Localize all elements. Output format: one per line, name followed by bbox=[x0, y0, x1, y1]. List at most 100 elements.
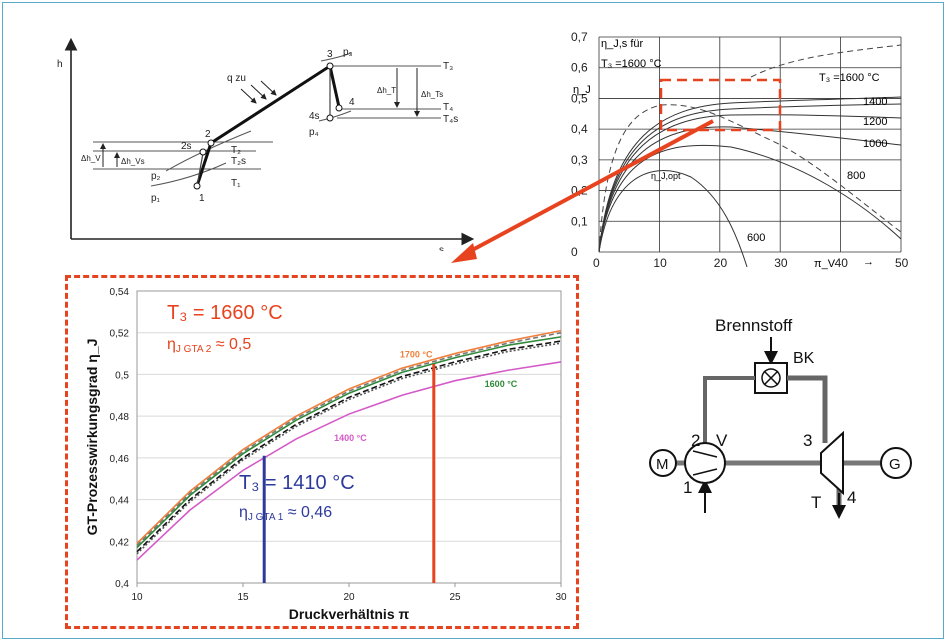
p1-label: p₁ bbox=[151, 193, 161, 204]
dh-v-label: Δh_V bbox=[81, 154, 101, 163]
eta-x-tick: 40 bbox=[835, 256, 849, 270]
axis-arrow: → bbox=[863, 256, 874, 268]
p4-label: p₄ bbox=[309, 127, 319, 138]
curve-1200 bbox=[598, 114, 902, 253]
point-4-label: 4 bbox=[349, 97, 355, 108]
curve-1400 bbox=[598, 103, 902, 253]
point-3-label: 3 bbox=[327, 49, 333, 60]
series-line-4 bbox=[136, 342, 562, 555]
zoom-box bbox=[659, 78, 782, 132]
curve-label-1400: 1400 bbox=[863, 96, 887, 108]
compressor-icon bbox=[684, 442, 726, 484]
series-line-0 bbox=[136, 329, 562, 544]
s-axis-label: s bbox=[439, 245, 444, 251]
series-label: 1400 °C bbox=[334, 433, 367, 443]
point-1-label: 1 bbox=[199, 193, 205, 204]
motor-icon bbox=[649, 449, 677, 477]
generator-label: G bbox=[889, 456, 901, 473]
t4-label: T₄ bbox=[443, 102, 453, 113]
x-tick-label: 10 bbox=[131, 592, 143, 603]
compressor-label: V bbox=[716, 431, 728, 450]
point-4-marker bbox=[335, 104, 343, 112]
series-line-5 bbox=[136, 361, 562, 561]
y-tick-label: 0,54 bbox=[110, 287, 130, 298]
motor-label: M bbox=[656, 456, 669, 473]
pi-v-axis-label: π_V bbox=[814, 258, 836, 270]
p3-label: p₃ bbox=[343, 47, 353, 58]
eta-x-tick: 30 bbox=[774, 256, 788, 270]
zoom-arrow-head bbox=[451, 243, 477, 263]
point-4s-label: 4s bbox=[309, 111, 320, 122]
curve-label-600: 600 bbox=[747, 232, 765, 244]
x-tick-label: 25 bbox=[449, 592, 461, 603]
x-tick-label: 30 bbox=[555, 592, 567, 603]
generator-icon bbox=[880, 447, 912, 479]
node-4-label: 4 bbox=[847, 488, 856, 507]
t4s-label: T₄s bbox=[443, 114, 458, 125]
zoom-panel bbox=[65, 275, 579, 629]
turbine-label: T bbox=[811, 493, 821, 512]
h-axis-label: h bbox=[57, 59, 63, 70]
point-2-label: 2 bbox=[205, 129, 211, 140]
eta-y-tick: 0,3 bbox=[571, 153, 588, 167]
eta-x-tick: 20 bbox=[714, 256, 728, 270]
curve-eta-opt bbox=[598, 104, 902, 253]
eta-y-tick: 0 bbox=[571, 245, 578, 259]
y-tick-label: 0,42 bbox=[110, 537, 130, 548]
dh-t-label: Δh_T bbox=[377, 86, 396, 95]
series-label: 1700 °C bbox=[400, 350, 433, 360]
eta-x-tick: 0 bbox=[593, 256, 600, 270]
annotation-blue-line1: T₃ = 1410 °C bbox=[239, 472, 355, 494]
curve-600 bbox=[598, 170, 748, 268]
curve-label-1600: T₃ =1600 °C bbox=[819, 72, 880, 84]
eta-y-tick: 0,5 bbox=[571, 91, 588, 105]
point-2-marker bbox=[207, 139, 215, 147]
y-tick-label: 0,46 bbox=[110, 454, 130, 465]
curve-eta-js bbox=[750, 44, 902, 78]
annotation-red-line2: ηJ GTA 2 ≈ 0,5 bbox=[167, 336, 251, 355]
eta-y-tick: 0,4 bbox=[571, 122, 588, 136]
curve-label-1000: 1000 bbox=[863, 138, 887, 150]
zoom-arrow-line bbox=[462, 119, 714, 257]
y-tick-label: 0,44 bbox=[110, 496, 130, 507]
dh-ts-label: Δh_Ts bbox=[421, 90, 443, 99]
series-line-1 bbox=[136, 331, 562, 547]
heat-label: q zu bbox=[227, 73, 246, 84]
t3-label: T₃ bbox=[443, 61, 453, 72]
y-axis-label: GT-Prozesswirkungsgrad η_J bbox=[84, 339, 100, 536]
isobar-p1 bbox=[150, 162, 227, 187]
hs-diagram: h s 1 2 2s 3 bbox=[57, 37, 475, 251]
series-line-3 bbox=[136, 340, 562, 553]
heat-arrow-1 bbox=[240, 88, 257, 104]
y-tick-label: 0,5 bbox=[115, 370, 129, 381]
dh-vs-label: Δh_Vs bbox=[121, 157, 145, 166]
curve-1000 bbox=[598, 126, 902, 253]
compressor-icon-blades bbox=[692, 450, 718, 476]
eta-y-tick: 0,7 bbox=[571, 30, 588, 44]
eta-opt-label: η_J,opt bbox=[651, 171, 681, 181]
legend-line-2: T₃ =1600 °C bbox=[601, 58, 662, 70]
duct-combustor-to-turbine bbox=[787, 375, 828, 443]
curve-label-800: 800 bbox=[847, 170, 865, 182]
point-2s-label: 2s bbox=[181, 141, 192, 152]
isobar-p4 bbox=[318, 110, 352, 122]
curve-label-1200: 1200 bbox=[863, 116, 887, 128]
turbine-icon bbox=[820, 430, 844, 496]
point-2s-marker bbox=[199, 148, 207, 156]
y-tick-label: 0,4 bbox=[115, 579, 129, 590]
x-axis-label: Druckverhältnis π bbox=[289, 606, 410, 622]
zoom-connector bbox=[451, 119, 714, 263]
eta-axis-label: η_J bbox=[573, 84, 591, 96]
eta-y-tick: 0,6 bbox=[571, 61, 588, 75]
point-1-marker bbox=[193, 182, 201, 190]
legend-line-1: η_J,s für bbox=[601, 38, 644, 50]
y-tick-label: 0,52 bbox=[110, 329, 130, 340]
zoomed-efficiency-chart: 0,4 0,42 0,44 0,46 0,48 0,5 0,52 0,54 10 15 20 25 30… bbox=[84, 287, 567, 622]
series-label: 1600 °C bbox=[485, 379, 518, 389]
point-4s-marker bbox=[326, 114, 334, 122]
eta-x-tick: 50 bbox=[895, 256, 909, 270]
combustor-icon-cross-b bbox=[763, 370, 779, 386]
eta-y-tick: 0,1 bbox=[571, 214, 588, 228]
node-3-label: 3 bbox=[803, 431, 812, 450]
